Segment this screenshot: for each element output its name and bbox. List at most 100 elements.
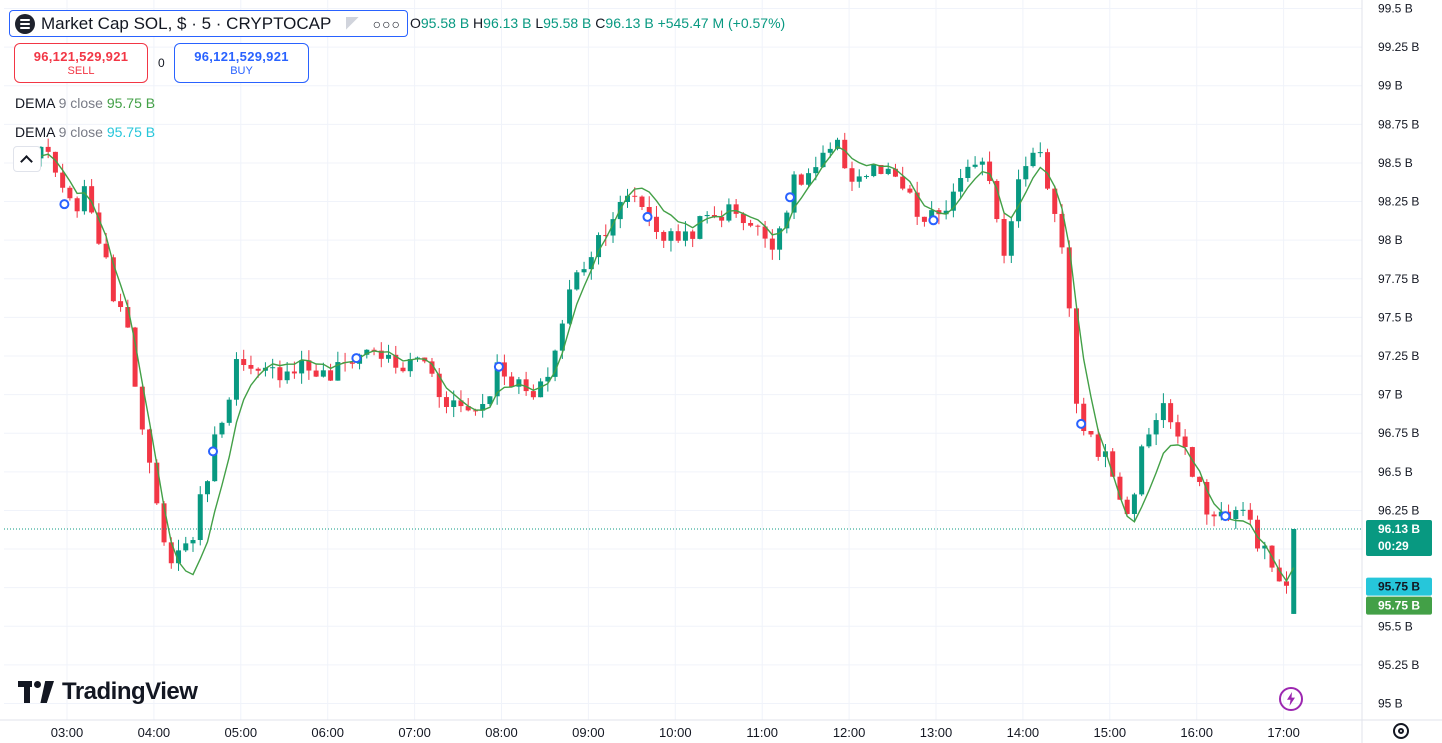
candle-body[interactable] xyxy=(1030,152,1036,167)
candle-body[interactable] xyxy=(233,359,239,400)
candle-body[interactable] xyxy=(733,204,739,214)
candle-body[interactable] xyxy=(60,172,66,188)
candle-body[interactable] xyxy=(523,379,529,392)
candle-body[interactable] xyxy=(284,371,290,381)
legend-dema-2[interactable]: DEMA 9 close 95.75 B xyxy=(15,124,155,140)
candle-body[interactable] xyxy=(1291,528,1297,614)
candle-body[interactable] xyxy=(950,191,956,211)
candle-body[interactable] xyxy=(1146,434,1152,447)
candle-body[interactable] xyxy=(1117,476,1123,500)
candle-body[interactable] xyxy=(538,381,544,398)
candle-body[interactable] xyxy=(197,494,203,541)
candle-body[interactable] xyxy=(429,361,435,374)
candle-body[interactable] xyxy=(979,161,985,165)
candle-body[interactable] xyxy=(921,216,927,222)
candle-body[interactable] xyxy=(320,370,326,377)
candle-body[interactable] xyxy=(443,397,449,407)
candle-body[interactable] xyxy=(1240,509,1246,511)
candle-body[interactable] xyxy=(697,216,703,239)
candle-body[interactable] xyxy=(603,235,609,237)
candle-body[interactable] xyxy=(1124,499,1130,514)
candle-body[interactable] xyxy=(552,350,558,377)
candle-body[interactable] xyxy=(125,307,131,328)
candle-body[interactable] xyxy=(74,198,80,212)
candle-body[interactable] xyxy=(226,399,232,423)
candle-body[interactable] xyxy=(1153,420,1159,435)
candle-body[interactable] xyxy=(914,192,920,217)
candle-body[interactable] xyxy=(863,176,869,178)
candle-body[interactable] xyxy=(574,272,580,290)
candle-body[interactable] xyxy=(748,223,754,226)
candle-body[interactable] xyxy=(784,212,790,229)
candle-body[interactable] xyxy=(530,391,536,398)
candle-body[interactable] xyxy=(958,178,964,192)
candle-body[interactable] xyxy=(625,195,631,203)
candle-body[interactable] xyxy=(516,379,522,387)
candle-body[interactable] xyxy=(900,176,906,189)
candle-body[interactable] xyxy=(313,370,319,377)
flag-icon[interactable] xyxy=(345,17,359,30)
candle-body[interactable] xyxy=(1168,403,1174,423)
candle-body[interactable] xyxy=(81,186,87,212)
candle-body[interactable] xyxy=(1160,403,1166,421)
candle-body[interactable] xyxy=(248,364,254,369)
candle-body[interactable] xyxy=(1045,152,1051,189)
candle-body[interactable] xyxy=(487,396,493,405)
event-marker-icon[interactable] xyxy=(928,215,939,226)
candle-body[interactable] xyxy=(255,368,261,371)
candle-body[interactable] xyxy=(987,161,993,181)
candle-body[interactable] xyxy=(436,373,442,398)
candle-body[interactable] xyxy=(849,168,855,182)
candle-body[interactable] xyxy=(835,139,841,149)
event-marker-icon[interactable] xyxy=(642,211,653,222)
candle-body[interactable] xyxy=(675,231,681,241)
candle-body[interactable] xyxy=(1175,422,1181,437)
candle-body[interactable] xyxy=(472,410,478,412)
symbol-header[interactable]: Market Cap SOL, $ · 5 · CRYPTOCAP ○○○ xyxy=(9,10,408,37)
candle-body[interactable] xyxy=(1276,567,1282,582)
candle-body[interactable] xyxy=(480,404,486,411)
candle-body[interactable] xyxy=(588,257,594,270)
candle-body[interactable] xyxy=(690,231,696,239)
candle-body[interactable] xyxy=(1037,152,1043,154)
event-marker-icon[interactable] xyxy=(1076,418,1087,429)
candle-body[interactable] xyxy=(458,400,464,407)
candle-body[interactable] xyxy=(820,152,826,168)
candle-body[interactable] xyxy=(559,323,565,351)
buy-button[interactable]: 96,121,529,921 BUY xyxy=(174,43,309,83)
candle-body[interactable] xyxy=(509,376,515,387)
candle-body[interactable] xyxy=(545,376,551,382)
candle-body[interactable] xyxy=(1081,403,1087,432)
candle-body[interactable] xyxy=(842,139,848,169)
candle-body[interactable] xyxy=(1131,494,1137,514)
candle-body[interactable] xyxy=(219,422,225,435)
bolt-icon[interactable] xyxy=(1279,687,1303,711)
candle-body[interactable] xyxy=(96,212,102,244)
candle-body[interactable] xyxy=(965,166,971,179)
candle-body[interactable] xyxy=(1247,509,1253,520)
candle-body[interactable] xyxy=(726,204,732,221)
candle-body[interactable] xyxy=(1059,213,1065,248)
candle-body[interactable] xyxy=(407,359,413,372)
sell-button[interactable]: 96,121,529,921 SELL xyxy=(14,43,148,83)
candle-body[interactable] xyxy=(204,481,210,495)
candle-body[interactable] xyxy=(682,231,688,241)
candle-body[interactable] xyxy=(740,213,746,224)
candle-body[interactable] xyxy=(335,362,341,381)
candle-body[interactable] xyxy=(798,174,804,185)
event-marker-icon[interactable] xyxy=(493,361,504,372)
candle-body[interactable] xyxy=(769,238,775,250)
candle-body[interactable] xyxy=(1016,179,1022,222)
candle-body[interactable] xyxy=(806,173,812,185)
candle-body[interactable] xyxy=(871,164,877,177)
candle-body[interactable] xyxy=(668,231,674,241)
candle-body[interactable] xyxy=(1088,431,1094,435)
event-marker-icon[interactable] xyxy=(785,192,796,203)
candle-body[interactable] xyxy=(1023,166,1029,180)
candle-body[interactable] xyxy=(501,362,507,377)
candle-body[interactable] xyxy=(646,207,652,217)
event-marker-icon[interactable] xyxy=(351,353,362,364)
candle-body[interactable] xyxy=(118,301,124,308)
candle-body[interactable] xyxy=(110,257,116,302)
candle-body[interactable] xyxy=(291,371,297,374)
